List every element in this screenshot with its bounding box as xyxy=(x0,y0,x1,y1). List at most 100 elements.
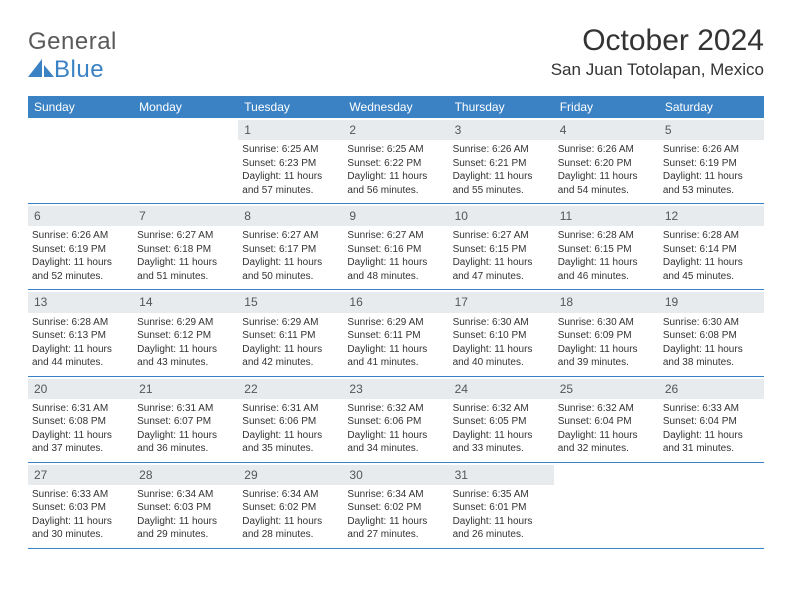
day-cell: 25Sunrise: 6:32 AMSunset: 6:04 PMDayligh… xyxy=(554,377,659,462)
day-cell: 8Sunrise: 6:27 AMSunset: 6:17 PMDaylight… xyxy=(238,204,343,289)
daylight-line: Daylight: 11 hours and 50 minutes. xyxy=(242,256,339,283)
empty-day-cell xyxy=(133,118,238,203)
sunrise-line: Sunrise: 6:29 AM xyxy=(137,316,234,330)
day-number: 8 xyxy=(238,206,343,226)
day-cell: 11Sunrise: 6:28 AMSunset: 6:15 PMDayligh… xyxy=(554,204,659,289)
day-number: 22 xyxy=(238,379,343,399)
sunset-line: Sunset: 6:14 PM xyxy=(663,243,760,257)
daylight-line: Daylight: 11 hours and 55 minutes. xyxy=(453,170,550,197)
day-cell: 10Sunrise: 6:27 AMSunset: 6:15 PMDayligh… xyxy=(449,204,554,289)
sunrise-line: Sunrise: 6:33 AM xyxy=(663,402,760,416)
sunset-line: Sunset: 6:11 PM xyxy=(242,329,339,343)
sunrise-line: Sunrise: 6:27 AM xyxy=(453,229,550,243)
sunset-line: Sunset: 6:19 PM xyxy=(663,157,760,171)
sunrise-line: Sunrise: 6:32 AM xyxy=(558,402,655,416)
daylight-line: Daylight: 11 hours and 43 minutes. xyxy=(137,343,234,370)
empty-day-cell xyxy=(659,463,764,548)
day-cell: 22Sunrise: 6:31 AMSunset: 6:06 PMDayligh… xyxy=(238,377,343,462)
sunset-line: Sunset: 6:19 PM xyxy=(32,243,129,257)
day-number: 28 xyxy=(133,465,238,485)
day-cell: 24Sunrise: 6:32 AMSunset: 6:05 PMDayligh… xyxy=(449,377,554,462)
day-cell: 6Sunrise: 6:26 AMSunset: 6:19 PMDaylight… xyxy=(28,204,133,289)
daylight-line: Daylight: 11 hours and 38 minutes. xyxy=(663,343,760,370)
day-cell: 20Sunrise: 6:31 AMSunset: 6:08 PMDayligh… xyxy=(28,377,133,462)
daylight-line: Daylight: 11 hours and 33 minutes. xyxy=(453,429,550,456)
weekday-label: Wednesday xyxy=(343,96,448,118)
week-row: 1Sunrise: 6:25 AMSunset: 6:23 PMDaylight… xyxy=(28,118,764,204)
day-number: 11 xyxy=(554,206,659,226)
day-cell: 17Sunrise: 6:30 AMSunset: 6:10 PMDayligh… xyxy=(449,290,554,375)
day-cell: 15Sunrise: 6:29 AMSunset: 6:11 PMDayligh… xyxy=(238,290,343,375)
day-number: 6 xyxy=(28,206,133,226)
sunset-line: Sunset: 6:06 PM xyxy=(242,415,339,429)
day-cell: 13Sunrise: 6:28 AMSunset: 6:13 PMDayligh… xyxy=(28,290,133,375)
day-number: 19 xyxy=(659,292,764,312)
sunrise-line: Sunrise: 6:35 AM xyxy=(453,488,550,502)
day-number: 7 xyxy=(133,206,238,226)
day-number: 27 xyxy=(28,465,133,485)
day-cell: 9Sunrise: 6:27 AMSunset: 6:16 PMDaylight… xyxy=(343,204,448,289)
daylight-line: Daylight: 11 hours and 36 minutes. xyxy=(137,429,234,456)
week-row: 27Sunrise: 6:33 AMSunset: 6:03 PMDayligh… xyxy=(28,463,764,549)
day-number: 2 xyxy=(343,120,448,140)
day-number: 5 xyxy=(659,120,764,140)
header: General Blue October 2024 San Juan Totol… xyxy=(28,24,764,84)
sunrise-line: Sunrise: 6:28 AM xyxy=(32,316,129,330)
week-row: 6 Sunrise: 6:26 AMSunset: 6:19 PM Daylight… xyxy=(28,204,764,290)
month-title: October 2024 xyxy=(551,24,764,58)
day-number: 4 xyxy=(554,120,659,140)
title-block: October 2024 San Juan Totolapan, Mexico xyxy=(551,24,764,80)
day-cell: 1Sunrise: 6:25 AMSunset: 6:23 PMDaylight… xyxy=(238,118,343,203)
day-number: 20 xyxy=(28,379,133,399)
daylight-line: Daylight: 11 hours and 56 minutes. xyxy=(347,170,444,197)
sunrise-line: Sunrise: 6:26 AM xyxy=(663,143,760,157)
sunrise-line: Sunrise: 6:27 AM xyxy=(137,229,234,243)
daylight-line: Daylight: 11 hours and 32 minutes. xyxy=(558,429,655,456)
sunset-line: Sunset: 6:03 PM xyxy=(137,501,234,515)
day-number: 10 xyxy=(449,206,554,226)
day-number: 1 xyxy=(238,120,343,140)
daylight-line: Daylight: 11 hours and 29 minutes. xyxy=(137,515,234,542)
day-cell: 18Sunrise: 6:30 AMSunset: 6:09 PMDayligh… xyxy=(554,290,659,375)
sunrise-line: Sunrise: 6:34 AM xyxy=(347,488,444,502)
day-number: 15 xyxy=(238,292,343,312)
sunrise-line: Sunrise: 6:26 AM xyxy=(32,229,129,243)
sunset-line: Sunset: 6:09 PM xyxy=(558,329,655,343)
sunrise-line: Sunrise: 6:34 AM xyxy=(242,488,339,502)
day-number: 29 xyxy=(238,465,343,485)
day-cell: 26Sunrise: 6:33 AMSunset: 6:04 PMDayligh… xyxy=(659,377,764,462)
day-number: 30 xyxy=(343,465,448,485)
logo-text: General Blue xyxy=(28,28,117,84)
sunrise-line: Sunrise: 6:30 AM xyxy=(558,316,655,330)
sunset-line: Sunset: 6:07 PM xyxy=(137,415,234,429)
week-row: 20Sunrise: 6:31 AMSunset: 6:08 PMDayligh… xyxy=(28,377,764,463)
calendar-page: General Blue October 2024 San Juan Totol… xyxy=(0,0,792,569)
sunset-line: Sunset: 6:04 PM xyxy=(558,415,655,429)
sunrise-line: Sunrise: 6:30 AM xyxy=(453,316,550,330)
sunset-line: Sunset: 6:02 PM xyxy=(242,501,339,515)
day-number: 31 xyxy=(449,465,554,485)
daylight-line: Daylight: 11 hours and 57 minutes. xyxy=(242,170,339,197)
daylight-line: Daylight: 11 hours and 42 minutes. xyxy=(242,343,339,370)
day-number: 14 xyxy=(133,292,238,312)
sunset-line: Sunset: 6:08 PM xyxy=(663,329,760,343)
daylight-line: Daylight: 11 hours and 27 minutes. xyxy=(347,515,444,542)
weekday-label: Friday xyxy=(554,96,659,118)
sunset-line: Sunset: 6:05 PM xyxy=(453,415,550,429)
sunset-line: Sunset: 6:20 PM xyxy=(558,157,655,171)
sunrise-line: Sunrise: 6:34 AM xyxy=(137,488,234,502)
sunrise-line: Sunrise: 6:25 AM xyxy=(347,143,444,157)
sunrise-line: Sunrise: 6:32 AM xyxy=(347,402,444,416)
weekday-label: Sunday xyxy=(28,96,133,118)
day-cell: 21Sunrise: 6:31 AMSunset: 6:07 PMDayligh… xyxy=(133,377,238,462)
sunrise-line: Sunrise: 6:33 AM xyxy=(32,488,129,502)
sunrise-line: Sunrise: 6:31 AM xyxy=(137,402,234,416)
empty-day-cell xyxy=(554,463,659,548)
day-number: 9 xyxy=(343,206,448,226)
calendar-grid: SundayMondayTuesdayWednesdayThursdayFrid… xyxy=(28,96,764,549)
daylight-line: Daylight: 11 hours and 51 minutes. xyxy=(137,256,234,283)
location: San Juan Totolapan, Mexico xyxy=(551,60,764,80)
day-cell: 28 Sunrise: 6:34 AMSunset: 6:03 PMDayligh… xyxy=(133,463,238,548)
sunset-line: Sunset: 6:11 PM xyxy=(347,329,444,343)
day-number: 17 xyxy=(449,292,554,312)
